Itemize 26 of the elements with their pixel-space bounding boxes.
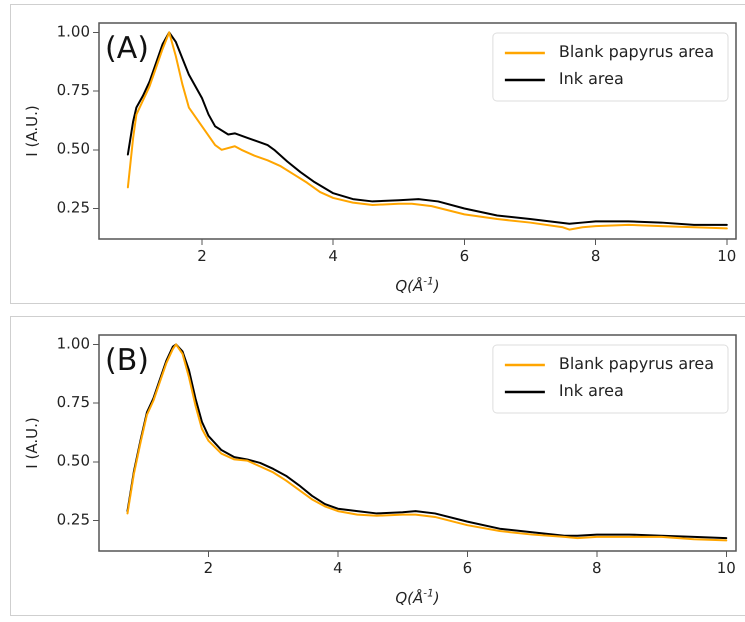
legend-label: Blank papyrus area <box>558 354 714 374</box>
annotation: (B) <box>105 342 149 378</box>
y-tick-label: 0.25 <box>56 510 90 528</box>
y-axis-title: I (A.U.) <box>22 417 41 469</box>
y-tick-label: 0.25 <box>56 198 90 216</box>
y-tick-label: 0.50 <box>56 452 90 470</box>
y-tick-label: 0.75 <box>56 80 90 99</box>
x-tick-label: 10 <box>717 246 736 265</box>
x-tick-label: 10 <box>716 558 736 577</box>
y-tick-label: 1.00 <box>56 334 90 352</box>
x-tick-label: 4 <box>333 558 343 577</box>
legend-label: Ink area <box>558 381 624 400</box>
x-tick-label: 2 <box>197 246 207 265</box>
x-tick-label: 6 <box>460 246 470 265</box>
legend-label: Ink area <box>558 69 624 88</box>
y-tick-label: 0.50 <box>56 140 90 158</box>
y-tick-label: 1.00 <box>56 22 90 40</box>
x-tick-label: 8 <box>590 246 600 265</box>
legend-label: Blank papyrus area <box>558 42 714 62</box>
x-tick-label: 6 <box>462 558 472 577</box>
annotation: (A) <box>105 30 149 66</box>
x-tick-label: 8 <box>592 558 602 577</box>
y-axis-title: I (A.U.) <box>22 105 41 157</box>
x-tick-label: 2 <box>204 558 214 577</box>
x-tick-label: 4 <box>328 246 338 265</box>
y-tick-label: 0.75 <box>56 392 90 411</box>
